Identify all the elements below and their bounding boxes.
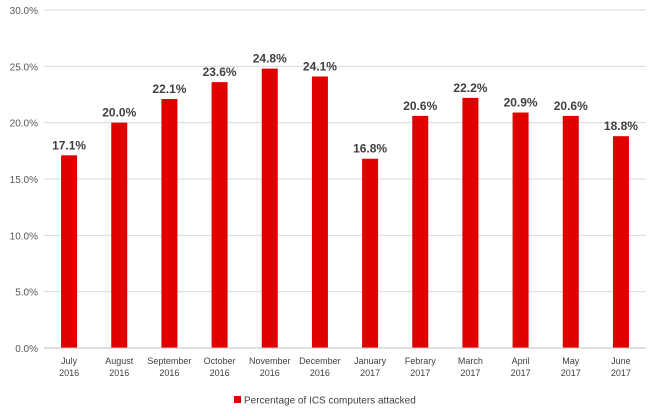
x-tick-label-month: September: [147, 356, 191, 366]
y-tick-label: 10.0%: [10, 231, 38, 242]
y-tick-label: 20.0%: [10, 119, 38, 130]
legend: Percentage of ICS computers attacked: [234, 396, 416, 407]
x-tick-label-month: Febrary: [405, 356, 437, 366]
x-tick-label-month: March: [458, 356, 483, 366]
x-tick-label-year: 2017: [410, 368, 430, 378]
gridlines: [44, 9, 646, 293]
bar: [562, 115, 579, 348]
x-tick-label-year: 2017: [611, 368, 631, 378]
x-tick-label-month: December: [299, 356, 341, 366]
legend-label: Percentage of ICS computers attacked: [244, 396, 416, 407]
x-tick-label-year: 2016: [260, 368, 280, 378]
y-tick-label: 30.0%: [10, 6, 38, 17]
legend-swatch: [234, 396, 241, 403]
data-label: 22.2%: [453, 81, 487, 95]
bar: [161, 99, 178, 348]
bar: [462, 97, 479, 348]
y-tick-label: 25.0%: [10, 62, 38, 73]
x-tick-label-month: August: [105, 356, 134, 366]
data-label: 18.8%: [604, 119, 638, 133]
data-label: 16.8%: [353, 142, 387, 156]
bars: [61, 68, 629, 349]
x-tick-label-year: 2016: [59, 368, 79, 378]
bar: [311, 76, 328, 349]
y-tick-label: 5.0%: [15, 288, 38, 299]
data-label: 20.9%: [504, 96, 538, 110]
y-axis-tick-labels: 0.0% 5.0% 10.0% 15.0% 20.0% 25.0% 30.0%: [10, 6, 38, 355]
data-label: 23.6%: [203, 65, 237, 79]
y-tick-label: 15.0%: [10, 175, 38, 186]
x-tick-label-month: July: [61, 356, 78, 366]
bar: [512, 112, 529, 348]
x-tick-label-year: 2016: [159, 368, 179, 378]
data-label: 24.1%: [303, 59, 337, 73]
data-label: 22.1%: [152, 82, 186, 96]
x-tick-label-month: October: [204, 356, 236, 366]
bar: [612, 136, 629, 348]
x-tick-label-year: 2016: [109, 368, 129, 378]
bar: [61, 155, 78, 348]
data-label: 20.0%: [102, 106, 136, 120]
y-tick-label: 0.0%: [15, 344, 38, 355]
x-tick-label-month: November: [249, 356, 291, 366]
data-label: 20.6%: [554, 99, 588, 113]
x-tick-label-month: April: [512, 356, 530, 366]
x-tick-label-year: 2017: [460, 368, 480, 378]
bar: [412, 115, 429, 348]
x-tick-label-year: 2017: [360, 368, 380, 378]
bar: [211, 82, 228, 349]
x-tick-label-month: June: [611, 356, 631, 366]
x-tick-label-month: January: [354, 356, 387, 366]
bar: [362, 158, 379, 348]
x-tick-label-year: 2016: [210, 368, 230, 378]
x-tick-label-year: 2017: [511, 368, 531, 378]
x-tick-label-year: 2017: [561, 368, 581, 378]
data-labels: 17.1% 20.0% 22.1% 23.6% 24.8% 24.1% 16.8% 20.6%…: [52, 52, 638, 156]
data-label: 17.1%: [52, 138, 86, 152]
data-label: 20.6%: [403, 99, 437, 113]
x-axis-tick-labels: July 2016 August 2016 September 2016 October 20…: [59, 356, 631, 378]
x-tick-label-year: 2016: [310, 368, 330, 378]
x-tick-label-month: May: [562, 356, 580, 366]
bar: [111, 122, 128, 349]
bar: [261, 68, 278, 348]
data-label: 24.8%: [253, 52, 287, 66]
